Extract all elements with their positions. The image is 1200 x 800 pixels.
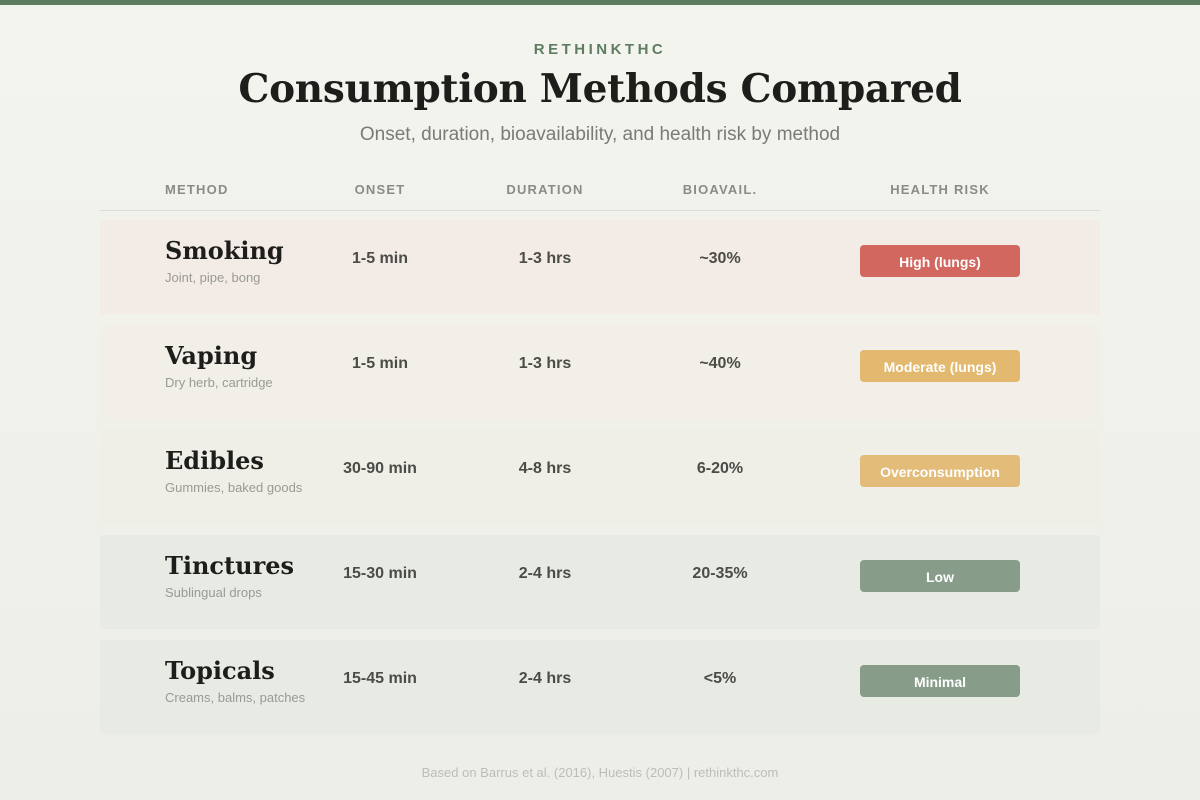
method-description: Joint, pipe, bong <box>165 270 261 285</box>
onset-value: 1-5 min <box>351 355 408 372</box>
health-risk-badge: Minimal <box>860 665 1020 697</box>
health-risk-badge: High (lungs) <box>860 245 1020 277</box>
duration-value: 2-4 hrs <box>518 565 572 582</box>
bioavailability-value: 6-20% <box>696 460 744 477</box>
method-name: Tinctures <box>165 551 294 580</box>
table-row: Smoking Joint, pipe, bong 1-5 min 1-3 hr… <box>100 220 1100 314</box>
column-header-onset: ONSET <box>354 182 406 197</box>
column-header-health-risk: HEALTH RISK <box>890 182 990 197</box>
source-footer: Based on Barrus et al. (2016), Huestis (… <box>421 765 779 780</box>
bioavailability-value: ~40% <box>699 355 741 372</box>
bioavailability-value: 20-35% <box>692 565 748 582</box>
duration-value: 2-4 hrs <box>518 670 572 687</box>
duration-value: 4-8 hrs <box>518 460 572 477</box>
duration-value: 1-3 hrs <box>518 250 572 267</box>
method-description: Dry herb, cartridge <box>165 375 273 390</box>
health-risk-badge: Moderate (lungs) <box>860 350 1020 382</box>
onset-value: 30-90 min <box>343 460 417 477</box>
method-name: Topicals <box>165 656 275 685</box>
method-name: Smoking <box>165 236 284 265</box>
table-row: Vaping Dry herb, cartridge 1-5 min 1-3 h… <box>100 325 1100 419</box>
onset-value: 15-30 min <box>343 565 417 582</box>
page-title: Consumption Methods Compared <box>238 66 962 112</box>
onset-value: 1-5 min <box>351 250 408 267</box>
column-header-bioavailability: BIOAVAIL. <box>682 182 758 197</box>
table-row: Edibles Gummies, baked goods 30-90 min 4… <box>100 430 1100 524</box>
health-risk-badge: Overconsumption <box>860 455 1020 487</box>
page-subtitle: Onset, duration, bioavailability, and he… <box>359 124 841 145</box>
table-header: METHOD ONSET DURATION BIOAVAIL. HEALTH R… <box>100 182 1100 211</box>
column-header-duration: DURATION <box>506 182 584 197</box>
method-name: Edibles <box>165 446 264 475</box>
table-row: Tinctures Sublingual drops 15-30 min 2-4… <box>100 535 1100 629</box>
table-row: Topicals Creams, balms, patches 15-45 mi… <box>100 640 1100 734</box>
duration-value: 1-3 hrs <box>518 355 572 372</box>
top-accent-bar <box>0 0 1200 5</box>
health-risk-badge: Low <box>860 560 1020 592</box>
bioavailability-value: ~30% <box>699 250 741 267</box>
bioavailability-value: <5% <box>703 670 737 687</box>
column-header-method: METHOD <box>165 182 229 197</box>
method-description: Sublingual drops <box>165 585 262 600</box>
brand-label: RETHINKTHC <box>533 41 667 58</box>
method-name: Vaping <box>165 341 258 370</box>
onset-value: 15-45 min <box>343 670 417 687</box>
method-description: Creams, balms, patches <box>165 690 306 705</box>
method-description: Gummies, baked goods <box>165 480 303 495</box>
